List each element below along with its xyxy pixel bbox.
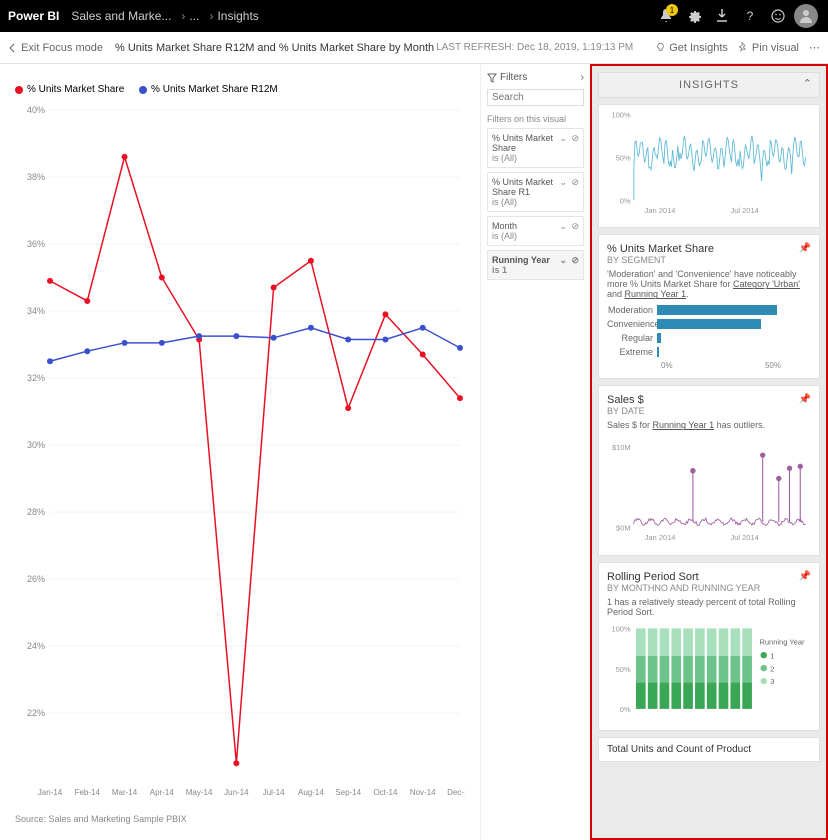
chart-source: Source: Sales and Marketing Sample PBIX (15, 814, 465, 824)
insight-subtitle: BY MONTHNO AND RUNNING YEAR (607, 583, 811, 593)
account-avatar[interactable] (792, 2, 820, 30)
svg-text:40%: 40% (27, 105, 45, 115)
svg-text:May-14: May-14 (186, 788, 213, 797)
svg-text:Jul-14: Jul-14 (263, 788, 285, 797)
visual-title: % Units Market Share R12M and % Units Ma… (115, 42, 434, 54)
insights-pane: INSIGHTS ⌃ 0% 50% 100% Jan 2014 Jul 2014 📌 %… (590, 64, 828, 840)
pin-icon[interactable]: 📌 (799, 394, 811, 405)
top-nav-bar: Power BI Sales and Marke... › ... › Insi… (0, 0, 828, 32)
svg-text:Jul 2014: Jul 2014 (730, 206, 758, 215)
filters-header[interactable]: Filters › (487, 72, 584, 83)
pin-icon[interactable]: 📌 (799, 243, 811, 254)
svg-text:$0M: $0M (616, 524, 631, 533)
sub-toolbar: Exit Focus mode % Units Market Share R12… (0, 32, 828, 64)
insight-title: % Units Market Share (607, 243, 811, 255)
insight-card-3[interactable]: 📌 Rolling Period Sort BY MONTHNO AND RUN… (598, 562, 820, 732)
insight-card-2[interactable]: 📌 Sales $ BY DATE Sales $ for Running Ye… (598, 385, 820, 555)
svg-text:34%: 34% (27, 306, 45, 316)
svg-text:Jul 2014: Jul 2014 (730, 533, 758, 542)
svg-text:Running Year: Running Year (759, 637, 805, 646)
pin-icon[interactable]: 📌 (799, 571, 811, 582)
legend-label-0: % Units Market Share (27, 84, 124, 95)
notifications-icon[interactable]: 1 (652, 2, 680, 30)
breadcrumb-workspace[interactable]: Sales and Marke... (71, 9, 171, 23)
filter-card[interactable]: Running Yearis 1⌄⊘ (487, 250, 584, 280)
download-icon[interactable] (708, 2, 736, 30)
insight-title: Sales $ (607, 394, 811, 406)
chart-legend: % Units Market Share % Units Market Shar… (15, 84, 465, 97)
svg-text:50%: 50% (616, 154, 631, 163)
svg-text:Aug-14: Aug-14 (298, 788, 324, 797)
filter-card[interactable]: Monthis (All)⌄⊘ (487, 216, 584, 246)
svg-text:Dec-14: Dec-14 (447, 788, 465, 797)
brand-label: Power BI (8, 9, 59, 23)
svg-text:50%: 50% (616, 665, 631, 674)
svg-text:100%: 100% (611, 111, 631, 120)
filter-card[interactable]: % Units Market Shareis (All)⌄⊘ (487, 128, 584, 168)
insight-desc: Sales $ for Running Year 1 has outliers. (607, 420, 811, 430)
svg-text:Feb-14: Feb-14 (75, 788, 101, 797)
insights-collapse-icon[interactable]: ⌃ (803, 77, 813, 90)
filters-pane: Filters › Filters on this visual % Units… (480, 64, 590, 840)
bar-chart: ModerationConvenienceRegularExtreme (607, 305, 811, 357)
svg-text:Oct-14: Oct-14 (373, 788, 398, 797)
svg-text:?: ? (747, 9, 754, 23)
svg-text:Apr-14: Apr-14 (150, 788, 175, 797)
svg-text:24%: 24% (27, 641, 45, 651)
main-chart-area: % Units Market Share % Units Market Shar… (0, 64, 480, 840)
feedback-icon[interactable] (764, 2, 792, 30)
filters-section-label: Filters on this visual (487, 114, 584, 124)
svg-text:36%: 36% (27, 239, 45, 249)
svg-text:26%: 26% (27, 574, 45, 584)
svg-text:3: 3 (770, 677, 774, 686)
stacked-bar-chart: 0% 50% 100% Running Year 1 2 3 (607, 623, 811, 720)
svg-text:Nov-14: Nov-14 (410, 788, 436, 797)
svg-text:Jan-14: Jan-14 (38, 788, 63, 797)
insight-card-0[interactable]: 0% 50% 100% Jan 2014 Jul 2014 (598, 104, 820, 228)
filters-collapse-icon[interactable]: › (581, 72, 584, 83)
svg-text:Mar-14: Mar-14 (112, 788, 138, 797)
svg-text:30%: 30% (27, 440, 45, 450)
svg-text:1: 1 (770, 651, 774, 660)
svg-text:Jun-14: Jun-14 (224, 788, 249, 797)
svg-text:Sep-14: Sep-14 (335, 788, 361, 797)
help-icon[interactable]: ? (736, 2, 764, 30)
svg-text:22%: 22% (27, 708, 45, 718)
svg-text:32%: 32% (27, 373, 45, 383)
svg-text:Jan 2014: Jan 2014 (645, 206, 676, 215)
notif-badge: 1 (666, 4, 678, 16)
insight-desc: 'Moderation' and 'Convenience' have noti… (607, 269, 811, 299)
settings-icon[interactable] (680, 2, 708, 30)
insight-card-4[interactable]: Total Units and Count of Product (598, 737, 820, 762)
breadcrumb-page[interactable]: Insights (217, 9, 258, 23)
svg-text:$10M: $10M (612, 443, 631, 452)
breadcrumb-sep: › (181, 9, 185, 23)
insights-header: INSIGHTS ⌃ (598, 72, 820, 98)
more-options-button[interactable]: ⋯ (809, 41, 820, 54)
svg-text:38%: 38% (27, 172, 45, 182)
filters-search-input[interactable] (487, 89, 584, 106)
svg-text:0%: 0% (620, 196, 631, 205)
insight-card-1[interactable]: 📌 % Units Market Share BY SEGMENT 'Moder… (598, 234, 820, 379)
svg-text:0%: 0% (620, 705, 631, 714)
breadcrumb-sep: › (209, 9, 213, 23)
get-insights-button[interactable]: Get Insights (655, 42, 728, 54)
svg-text:28%: 28% (27, 507, 45, 517)
pin-visual-button[interactable]: Pin visual (738, 42, 799, 54)
legend-label-1: % Units Market Share R12M (151, 84, 278, 95)
filter-card[interactable]: % Units Market Share R1is (All)⌄⊘ (487, 172, 584, 212)
last-refresh-label: LAST REFRESH: Dec 18, 2019, 1:19:13 PM (436, 42, 633, 53)
insight-subtitle: BY DATE (607, 406, 811, 416)
svg-text:100%: 100% (611, 624, 631, 633)
outlier-chart: $0M $10M Jan 2014 Jul 2014 (607, 436, 811, 543)
insight-subtitle: BY SEGMENT (607, 255, 811, 265)
breadcrumb-ellipsis[interactable]: ... (189, 9, 199, 23)
insight-desc: 1 has a relatively steady percent of tot… (607, 597, 811, 617)
exit-focus-button[interactable]: Exit Focus mode (8, 42, 103, 54)
insight-title: Rolling Period Sort (607, 571, 811, 583)
svg-text:Jan 2014: Jan 2014 (645, 533, 676, 542)
svg-text:2: 2 (770, 664, 774, 673)
sparkline-chart: 0% 50% 100% Jan 2014 Jul 2014 (607, 109, 811, 216)
line-chart[interactable]: 40% 38% 36% 34% 32% 30% 28% 26% 24% 22% Jan-14 Feb-… (15, 105, 465, 805)
